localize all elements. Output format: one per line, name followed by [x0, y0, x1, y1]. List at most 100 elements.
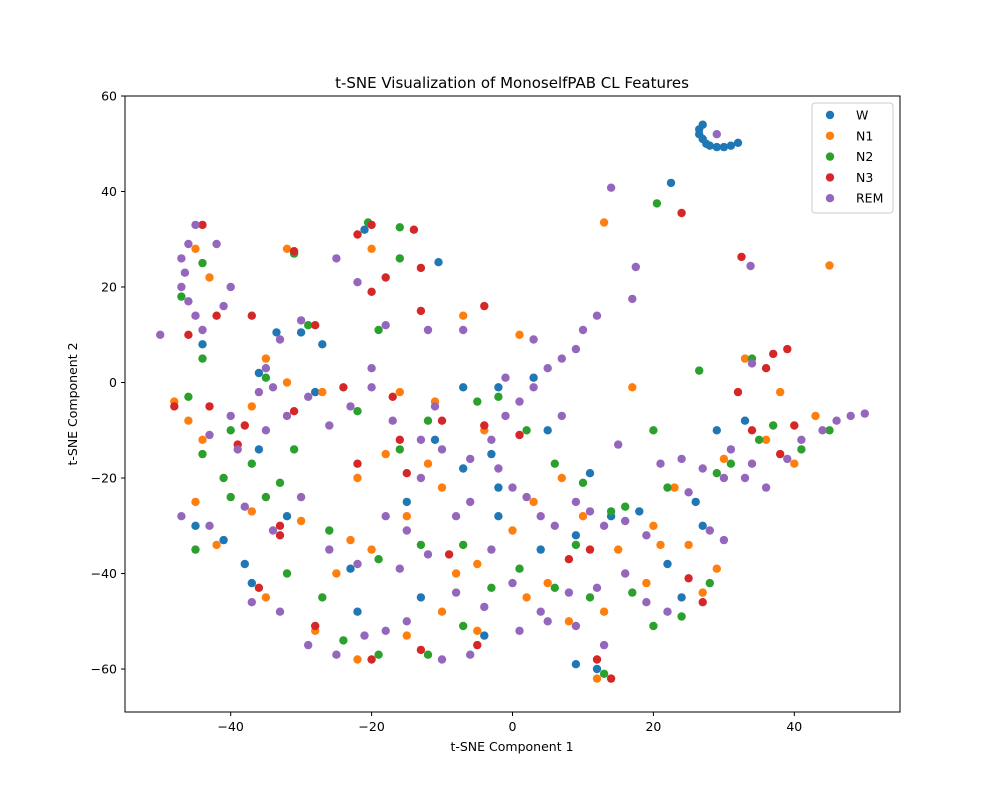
point-n2 [353, 407, 362, 416]
point-rem [557, 354, 566, 363]
point-w [247, 578, 256, 588]
point-rem [184, 297, 193, 306]
point-n2 [261, 492, 271, 502]
point-n1 [451, 569, 461, 578]
point-n1 [522, 593, 531, 602]
point-n2 [374, 325, 383, 335]
point-n1 [191, 497, 200, 507]
legend-marker-rem [825, 194, 835, 203]
point-n2 [606, 507, 616, 516]
point-n3 [353, 230, 362, 239]
point-n2 [226, 426, 235, 435]
point-rem [860, 409, 869, 418]
point-w [254, 368, 264, 378]
point-rem [761, 483, 771, 492]
point-rem [719, 473, 729, 483]
point-rem [180, 268, 190, 277]
point-n1 [184, 416, 193, 425]
point-n3 [184, 330, 193, 339]
point-n2 [571, 540, 581, 550]
point-n2 [726, 459, 736, 468]
point-n3 [416, 306, 426, 316]
point-n1 [459, 311, 468, 320]
legend-marker-n1 [825, 131, 835, 140]
series-n3 [170, 208, 799, 683]
point-w [430, 435, 440, 444]
point-rem [642, 531, 651, 540]
point-n1 [684, 540, 693, 550]
point-n1 [473, 559, 482, 569]
point-w [543, 426, 552, 435]
point-rem [353, 278, 362, 287]
point-n3 [444, 550, 454, 559]
point-rem [564, 588, 574, 597]
point-n2 [754, 435, 764, 444]
point-n2 [423, 416, 433, 425]
point-rem [543, 364, 552, 373]
point-n3 [402, 469, 411, 478]
y-axis-label: t-SNE Component 2 [65, 342, 80, 465]
point-rem [437, 445, 447, 454]
point-n2 [487, 583, 496, 592]
point-rem [353, 559, 362, 569]
point-n1 [698, 588, 707, 597]
point-n1 [198, 435, 207, 444]
point-n3 [254, 583, 264, 592]
point-n3 [790, 421, 799, 430]
point-n2 [325, 526, 334, 535]
point-rem [698, 464, 707, 473]
point-n1 [261, 354, 271, 363]
point-rem [360, 631, 369, 640]
point-n1 [712, 564, 721, 573]
point-n3 [275, 521, 285, 530]
point-n1 [761, 435, 771, 444]
point-rem [198, 325, 207, 335]
point-n2 [339, 636, 348, 645]
point-w [487, 449, 496, 459]
point-n3 [747, 426, 757, 435]
point-n2 [797, 445, 806, 454]
point-rem [268, 526, 278, 535]
point-n3 [339, 383, 348, 392]
point-n3 [480, 421, 489, 430]
point-w [571, 531, 581, 540]
point-w [494, 383, 503, 392]
point-rem [437, 655, 447, 664]
point-rem [423, 325, 433, 335]
point-rem [240, 502, 249, 511]
point-n2 [395, 445, 404, 454]
point-rem [501, 373, 510, 382]
point-w [585, 469, 595, 478]
point-n3 [275, 531, 285, 540]
legend: W N1 N2 N3 REM [811, 102, 894, 214]
point-rem [177, 282, 186, 292]
point-rem [656, 459, 665, 468]
point-rem [325, 421, 334, 430]
y-tick-label: 20 [101, 280, 117, 295]
point-rem [677, 454, 686, 464]
point-rem [381, 321, 390, 330]
y-tick-label: 40 [101, 184, 117, 199]
series-n2 [177, 199, 834, 678]
point-rem [261, 426, 271, 435]
point-rem [451, 512, 461, 521]
y-tick-label: −60 [91, 662, 117, 677]
point-n2 [226, 492, 235, 502]
point-rem [550, 521, 559, 530]
point-n3 [416, 263, 426, 273]
point-w [740, 416, 750, 425]
legend-label-w: W [856, 108, 868, 123]
point-rem [466, 650, 475, 659]
point-n2 [550, 583, 559, 592]
point-rem [205, 521, 214, 530]
point-n2 [395, 223, 404, 232]
point-n1 [395, 387, 404, 397]
x-axis-label: t-SNE Component 1 [450, 739, 573, 754]
point-rem [529, 383, 538, 392]
point-n3 [677, 208, 686, 218]
point-n3 [564, 555, 574, 564]
point-n2 [652, 199, 662, 208]
point-n1 [381, 449, 390, 459]
point-rem [719, 535, 729, 545]
point-rem [536, 512, 545, 521]
